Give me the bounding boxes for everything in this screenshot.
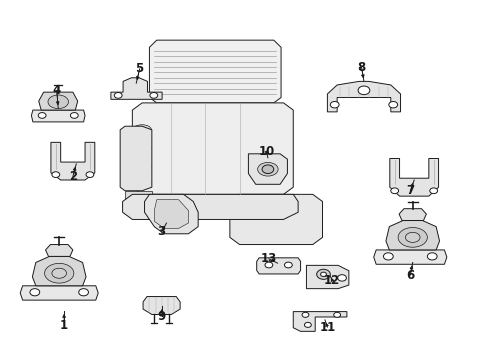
Circle shape	[30, 289, 40, 296]
Ellipse shape	[133, 161, 151, 171]
Circle shape	[383, 253, 392, 260]
Ellipse shape	[257, 162, 278, 176]
Circle shape	[330, 102, 338, 108]
Polygon shape	[122, 194, 298, 220]
Ellipse shape	[397, 228, 427, 247]
Text: 10: 10	[258, 145, 274, 158]
Polygon shape	[31, 110, 85, 122]
Text: 11: 11	[319, 320, 335, 333]
Circle shape	[357, 86, 369, 95]
Ellipse shape	[48, 95, 68, 109]
Text: 13: 13	[260, 252, 276, 265]
Ellipse shape	[52, 268, 66, 278]
Circle shape	[320, 272, 326, 276]
Text: 4: 4	[53, 84, 61, 97]
Circle shape	[427, 253, 436, 260]
Polygon shape	[398, 209, 426, 221]
Polygon shape	[385, 221, 439, 250]
Text: 6: 6	[406, 269, 413, 282]
Text: 2: 2	[69, 170, 77, 183]
Polygon shape	[45, 244, 73, 256]
Circle shape	[304, 322, 311, 327]
Polygon shape	[20, 286, 98, 300]
Polygon shape	[389, 158, 438, 196]
Polygon shape	[111, 78, 162, 99]
Polygon shape	[373, 250, 446, 264]
Circle shape	[333, 312, 340, 318]
Circle shape	[429, 188, 437, 194]
Text: 12: 12	[324, 274, 340, 287]
Circle shape	[284, 262, 292, 268]
Ellipse shape	[44, 264, 74, 283]
Circle shape	[316, 269, 330, 279]
Circle shape	[70, 113, 78, 118]
Polygon shape	[120, 126, 152, 191]
Circle shape	[264, 262, 272, 268]
Circle shape	[337, 275, 346, 281]
Circle shape	[390, 188, 398, 194]
Polygon shape	[327, 81, 400, 112]
Ellipse shape	[133, 125, 151, 135]
Circle shape	[262, 165, 273, 174]
Polygon shape	[144, 194, 198, 234]
Circle shape	[38, 113, 46, 118]
Polygon shape	[39, 92, 78, 110]
Polygon shape	[154, 200, 188, 228]
Polygon shape	[51, 142, 95, 180]
Circle shape	[86, 172, 94, 177]
Text: 7: 7	[406, 184, 413, 197]
Circle shape	[114, 93, 122, 98]
Polygon shape	[293, 312, 346, 331]
Polygon shape	[32, 256, 86, 286]
Polygon shape	[132, 103, 293, 194]
Circle shape	[52, 172, 60, 177]
Circle shape	[150, 93, 158, 98]
Text: 3: 3	[157, 225, 165, 238]
Ellipse shape	[133, 143, 151, 153]
Circle shape	[302, 312, 308, 318]
Circle shape	[79, 289, 88, 296]
Polygon shape	[149, 40, 281, 103]
Ellipse shape	[133, 179, 151, 189]
Ellipse shape	[405, 232, 419, 242]
Text: 1: 1	[60, 319, 68, 332]
Circle shape	[388, 102, 397, 108]
Polygon shape	[143, 297, 180, 315]
Text: 9: 9	[157, 310, 165, 323]
Polygon shape	[256, 258, 300, 274]
Text: 8: 8	[357, 60, 365, 73]
Polygon shape	[229, 194, 322, 244]
Text: 5: 5	[135, 62, 143, 75]
Polygon shape	[306, 265, 348, 289]
Polygon shape	[125, 191, 152, 202]
Polygon shape	[248, 154, 287, 184]
